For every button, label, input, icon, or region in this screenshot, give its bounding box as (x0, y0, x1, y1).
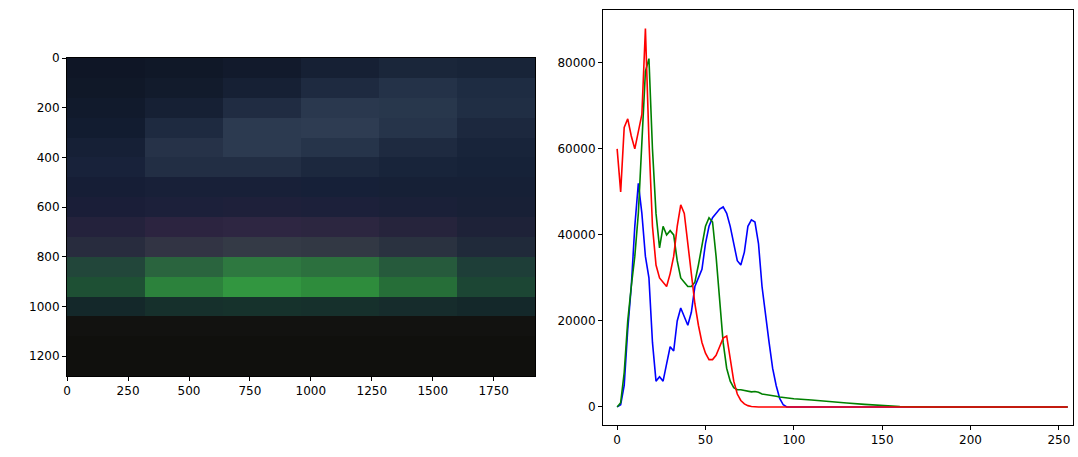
svg-text:0: 0 (588, 400, 596, 414)
svg-text:1250: 1250 (357, 384, 388, 398)
svg-text:0: 0 (52, 51, 60, 65)
svg-text:400: 400 (37, 151, 60, 165)
svg-text:150: 150 (871, 433, 894, 447)
svg-text:1750: 1750 (478, 384, 509, 398)
svg-text:250: 250 (117, 384, 140, 398)
svg-text:600: 600 (37, 200, 60, 214)
svg-text:0: 0 (613, 433, 621, 447)
svg-text:60000: 60000 (557, 142, 595, 156)
svg-text:100: 100 (782, 433, 805, 447)
svg-text:500: 500 (178, 384, 201, 398)
svg-text:1000: 1000 (296, 384, 327, 398)
svg-text:1200: 1200 (29, 349, 60, 363)
svg-text:40000: 40000 (557, 228, 595, 242)
svg-text:50: 50 (698, 433, 713, 447)
svg-text:200: 200 (37, 101, 60, 115)
svg-text:0: 0 (63, 384, 71, 398)
svg-text:1000: 1000 (29, 300, 60, 314)
svg-text:750: 750 (238, 384, 261, 398)
svg-text:250: 250 (1047, 433, 1070, 447)
svg-text:800: 800 (37, 250, 60, 264)
svg-text:20000: 20000 (557, 314, 595, 328)
svg-text:200: 200 (959, 433, 982, 447)
svg-text:1500: 1500 (417, 384, 448, 398)
svg-text:80000: 80000 (557, 56, 595, 70)
